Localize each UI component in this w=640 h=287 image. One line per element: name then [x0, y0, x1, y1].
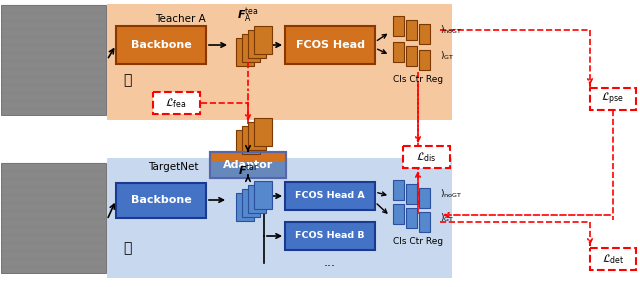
Bar: [419, 50, 430, 70]
Text: $)_{\rm GT}$: $)_{\rm GT}$: [440, 212, 454, 224]
Bar: [393, 204, 404, 224]
Text: ...: ...: [324, 257, 336, 269]
Bar: [116, 26, 206, 64]
Bar: [254, 118, 272, 146]
Bar: [248, 30, 266, 58]
Bar: [107, 158, 452, 278]
Bar: [254, 26, 272, 54]
Text: $\mathcal{L}_{\rm fea}$: $\mathcal{L}_{\rm fea}$: [165, 96, 187, 110]
Bar: [254, 181, 272, 209]
Bar: [393, 16, 404, 36]
Text: $\boldsymbol{F}_{\rm A}^{\rm tea}$: $\boldsymbol{F}_{\rm A}^{\rm tea}$: [237, 7, 259, 25]
Bar: [419, 188, 430, 208]
Text: 🔓: 🔓: [123, 241, 131, 255]
Bar: [393, 42, 404, 62]
Text: TargetNet: TargetNet: [148, 162, 198, 172]
Text: Backbone: Backbone: [131, 40, 191, 50]
Text: Teacher A: Teacher A: [155, 14, 205, 24]
Bar: [285, 182, 375, 210]
Bar: [242, 34, 260, 62]
Bar: [1, 5, 106, 115]
Bar: [236, 38, 254, 66]
Text: $\mathcal{L}_{\rm det}$: $\mathcal{L}_{\rm det}$: [602, 252, 624, 266]
Bar: [236, 193, 254, 221]
Bar: [248, 185, 266, 213]
Bar: [406, 184, 417, 204]
Bar: [419, 24, 430, 44]
Text: $\mathcal{L}_{\rm pse}$: $\mathcal{L}_{\rm pse}$: [602, 91, 625, 107]
Bar: [590, 88, 636, 110]
Bar: [419, 212, 430, 232]
Bar: [590, 248, 636, 270]
Bar: [210, 162, 286, 178]
Bar: [406, 208, 417, 228]
Bar: [242, 189, 260, 217]
Text: $\mathcal{L}_{\rm dis}$: $\mathcal{L}_{\rm dis}$: [415, 150, 436, 164]
Text: $)_{\rm noGT}$: $)_{\rm noGT}$: [440, 24, 462, 36]
Text: Backbone: Backbone: [131, 195, 191, 205]
Text: $\boldsymbol{F}^{\rm tar}$: $\boldsymbol{F}^{\rm tar}$: [237, 162, 259, 178]
Text: FCOS Head A: FCOS Head A: [295, 191, 365, 201]
Bar: [285, 26, 375, 64]
Bar: [406, 20, 417, 40]
Text: FCOS Head: FCOS Head: [296, 40, 365, 50]
Bar: [406, 46, 417, 66]
Bar: [153, 92, 200, 114]
Bar: [242, 126, 260, 154]
Bar: [210, 152, 286, 178]
Bar: [248, 122, 266, 150]
Text: Cls Ctr Reg: Cls Ctr Reg: [393, 238, 443, 247]
Bar: [1, 163, 106, 273]
Text: $)_{\rm noGT}$: $)_{\rm noGT}$: [440, 188, 462, 200]
Text: Adaptor: Adaptor: [223, 160, 273, 170]
Text: FCOS Head B: FCOS Head B: [295, 232, 365, 241]
Bar: [116, 183, 206, 218]
Text: Cls Ctr Reg: Cls Ctr Reg: [393, 75, 443, 84]
Text: 🔒: 🔒: [123, 73, 131, 87]
Bar: [107, 4, 452, 120]
Text: $)_{\rm GT}$: $)_{\rm GT}$: [440, 50, 454, 62]
Bar: [210, 152, 286, 178]
Bar: [285, 222, 375, 250]
Bar: [236, 130, 254, 158]
Bar: [403, 146, 450, 168]
Bar: [393, 180, 404, 200]
